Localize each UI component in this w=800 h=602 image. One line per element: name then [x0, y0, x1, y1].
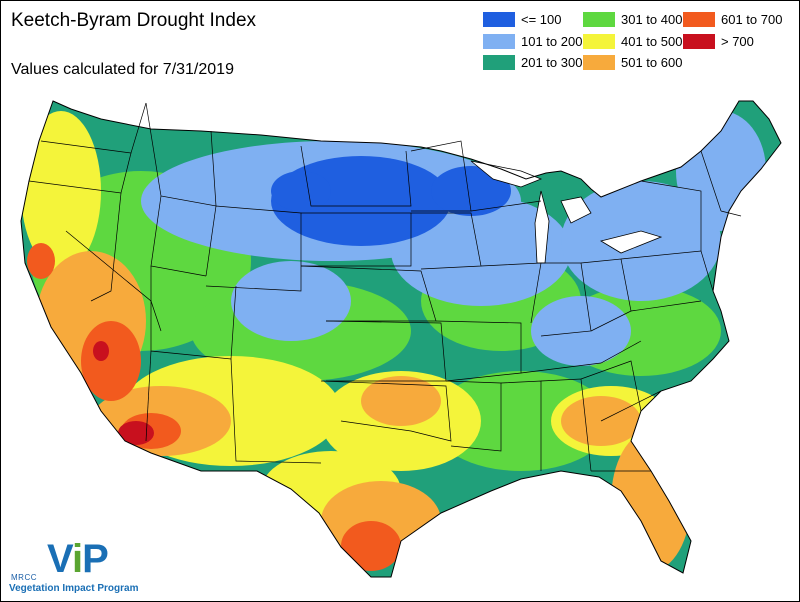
legend-item: 601 to 700	[683, 11, 782, 28]
legend-swatch	[483, 55, 515, 70]
kbdi-101-200-region	[231, 261, 351, 341]
logo-name: ViP	[47, 537, 109, 582]
legend-item: > 700	[683, 33, 754, 50]
kbdi-601-700-region	[27, 243, 55, 279]
legend-label: > 700	[721, 34, 754, 49]
map-title: Keetch-Byram Drought Index	[11, 10, 257, 31]
legend-item: 401 to 500	[583, 33, 682, 50]
legend: <= 100 101 to 200 201 to 300 301 to 400 …	[483, 11, 799, 73]
legend-label: <= 100	[521, 12, 562, 27]
legend-swatch	[483, 34, 515, 49]
kbdi-101-200-region	[676, 111, 766, 231]
legend-label: 501 to 600	[621, 55, 683, 70]
legend-swatch	[583, 55, 615, 70]
legend-item: 501 to 600	[583, 54, 682, 71]
legend-label: 201 to 300	[521, 55, 583, 70]
legend-label: 301 to 400	[621, 12, 683, 27]
legend-item: 301 to 400	[583, 11, 682, 28]
legend-item: 101 to 200	[483, 33, 582, 50]
logo-name-v: V	[47, 537, 73, 581]
kbdi-501-600-region	[361, 376, 441, 426]
kbdi-301-400-region	[431, 371, 611, 471]
kbdi-501-600-region	[611, 431, 691, 571]
logo-org: MRCC	[11, 573, 37, 582]
legend-item: 201 to 300	[483, 54, 582, 71]
legend-label: 601 to 700	[721, 12, 783, 27]
kbdi-le-100-region	[431, 166, 511, 216]
kbdi-gt-700-region	[118, 421, 154, 445]
vip-logo: MRCC ViP Vegetation Impact Program	[9, 537, 164, 599]
kbdi-101-200-region	[531, 296, 631, 366]
logo-name-i: i	[71, 537, 83, 581]
legend-label: 401 to 500	[621, 34, 683, 49]
kbdi-le-100-region	[271, 171, 331, 211]
state-boundaries	[28, 102, 742, 472]
kbdi-601-700-region	[341, 521, 401, 571]
kbdi-gt-700-region	[93, 341, 109, 361]
legend-swatch	[683, 34, 715, 49]
legend-swatch	[483, 12, 515, 27]
map-subtitle: Values calculated for 7/31/2019	[11, 61, 234, 78]
logo-name-p: P	[82, 537, 109, 581]
legend-label: 101 to 200	[521, 34, 583, 49]
legend-item: <= 100	[483, 11, 562, 28]
logo-tagline: Vegetation Impact Program	[9, 583, 139, 594]
drought-fill	[21, 101, 781, 577]
legend-swatch	[683, 12, 715, 27]
legend-swatch	[583, 34, 615, 49]
kbdi-401-500-region	[21, 111, 101, 271]
kbdi-601-700-region	[81, 321, 141, 401]
legend-swatch	[583, 12, 615, 27]
